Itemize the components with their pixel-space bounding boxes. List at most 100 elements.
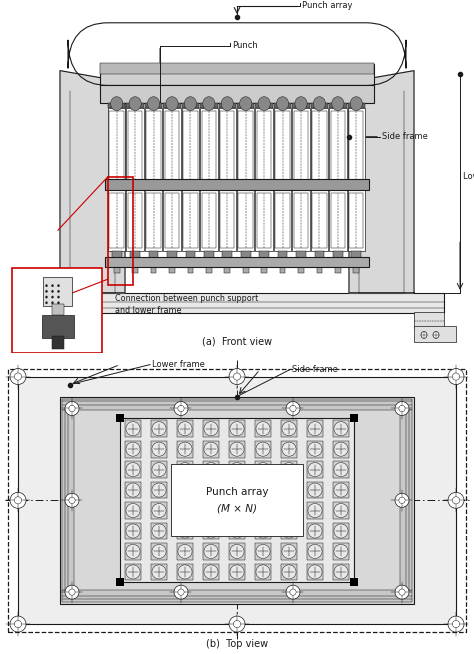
Circle shape — [332, 97, 344, 111]
Bar — [108, 190, 126, 250]
Bar — [165, 192, 179, 249]
Circle shape — [65, 402, 79, 415]
Circle shape — [57, 290, 60, 293]
Bar — [255, 461, 272, 478]
Circle shape — [308, 504, 322, 517]
Circle shape — [308, 483, 322, 497]
Bar — [127, 181, 144, 190]
Bar — [151, 461, 167, 478]
Bar — [128, 192, 142, 249]
Bar — [228, 543, 246, 560]
Bar — [241, 250, 250, 262]
Bar — [200, 181, 218, 190]
Circle shape — [290, 405, 296, 411]
Bar — [177, 421, 193, 437]
Bar — [219, 108, 236, 182]
Circle shape — [178, 565, 192, 579]
Bar — [298, 262, 304, 273]
Circle shape — [178, 589, 184, 595]
Bar — [333, 461, 349, 478]
Circle shape — [204, 483, 218, 497]
Circle shape — [204, 544, 218, 559]
Bar — [275, 111, 290, 180]
Bar — [18, 377, 456, 624]
Bar — [62, 411, 74, 590]
Bar — [163, 190, 181, 250]
Bar — [281, 502, 297, 519]
Bar — [108, 103, 126, 108]
Circle shape — [69, 497, 75, 504]
Circle shape — [178, 462, 192, 477]
Bar — [105, 258, 369, 267]
Bar — [292, 181, 310, 190]
Bar — [331, 111, 345, 180]
Bar — [307, 523, 323, 540]
Bar — [219, 103, 236, 108]
Bar — [414, 326, 456, 342]
Circle shape — [178, 504, 192, 517]
Bar — [296, 250, 306, 262]
Circle shape — [282, 504, 296, 517]
Bar — [228, 482, 246, 498]
Bar — [202, 441, 219, 458]
Bar — [127, 103, 144, 108]
Text: Punch array: Punch array — [302, 1, 353, 10]
Circle shape — [126, 524, 140, 538]
Circle shape — [308, 462, 322, 477]
Circle shape — [350, 97, 363, 111]
Circle shape — [57, 284, 60, 287]
Bar — [202, 421, 219, 437]
Circle shape — [110, 97, 123, 111]
Bar — [177, 523, 193, 540]
Circle shape — [334, 483, 348, 497]
Circle shape — [313, 97, 326, 111]
Bar — [259, 250, 269, 262]
Circle shape — [51, 284, 54, 287]
Circle shape — [152, 462, 166, 477]
Bar — [333, 523, 349, 540]
Bar — [172, 464, 302, 536]
Bar — [109, 111, 124, 180]
Bar — [165, 111, 179, 180]
Circle shape — [178, 422, 192, 436]
Circle shape — [308, 544, 322, 559]
Circle shape — [178, 405, 184, 411]
Circle shape — [448, 616, 464, 632]
Circle shape — [204, 524, 218, 538]
Bar — [125, 441, 141, 458]
Circle shape — [233, 373, 241, 380]
Bar — [255, 108, 273, 182]
Bar — [30, 312, 60, 328]
Bar — [333, 441, 349, 458]
Bar — [317, 262, 322, 273]
Bar — [201, 192, 216, 249]
Bar — [125, 523, 141, 540]
Bar — [169, 262, 175, 273]
Circle shape — [286, 585, 300, 599]
Bar — [224, 262, 230, 273]
Bar — [331, 192, 345, 249]
Circle shape — [448, 369, 464, 385]
Text: (a)  Front view: (a) Front view — [202, 336, 272, 347]
Bar — [151, 262, 156, 273]
Bar — [202, 482, 219, 498]
Bar — [255, 103, 273, 108]
Bar — [109, 192, 124, 249]
Bar — [228, 421, 246, 437]
Circle shape — [230, 544, 244, 559]
Text: Lower frame: Lower frame — [152, 360, 205, 369]
Bar — [278, 250, 287, 262]
Circle shape — [174, 585, 188, 599]
Bar — [108, 177, 133, 284]
Bar — [307, 543, 323, 560]
Bar — [307, 482, 323, 498]
Bar — [255, 181, 273, 190]
Bar — [311, 190, 328, 250]
Bar — [333, 250, 343, 262]
Bar — [125, 564, 141, 580]
Bar — [329, 190, 346, 250]
Bar — [125, 502, 141, 519]
Bar — [177, 564, 193, 580]
Bar — [108, 181, 126, 190]
Bar — [255, 523, 272, 540]
